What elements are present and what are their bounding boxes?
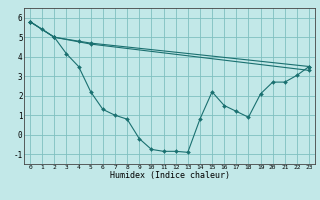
X-axis label: Humidex (Indice chaleur): Humidex (Indice chaleur) <box>109 171 230 180</box>
